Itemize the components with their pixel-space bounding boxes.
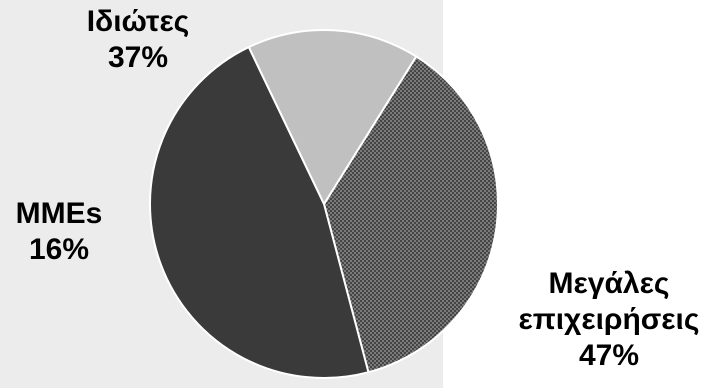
label-megales-epixeiriseis: Μεγάλες επιχειρήσεις 47% [494, 266, 724, 374]
label-megales-line1: Μεγάλες [494, 266, 724, 302]
label-mmes-name: MMEs [0, 196, 118, 232]
pie-slices [150, 30, 498, 378]
label-idiotes-percent: 37% [58, 40, 218, 76]
label-mmes: MMEs 16% [0, 196, 118, 268]
label-idiotes-name: Ιδιώτες [58, 4, 218, 40]
label-idiotes: Ιδιώτες 37% [58, 4, 218, 76]
label-mmes-percent: 16% [0, 232, 118, 268]
label-megales-line2: επιχειρήσεις [494, 302, 724, 338]
label-megales-percent: 47% [494, 338, 724, 374]
